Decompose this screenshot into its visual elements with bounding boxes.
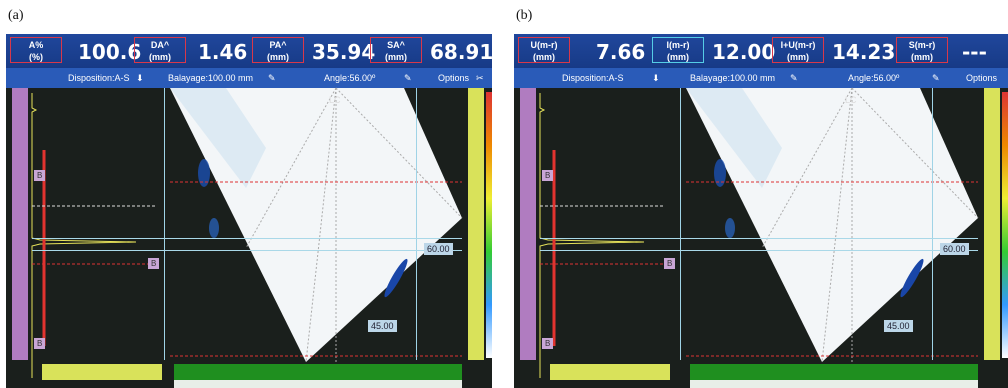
color-palette-bar (1002, 92, 1008, 358)
index-ruler-bottom[interactable] (690, 364, 978, 380)
disposition-selector[interactable]: Disposition:A-S (68, 73, 130, 83)
depth-tag-45: 45.00 (884, 320, 913, 332)
ultrasonic-screen-a: A% (%) 100.6 DA^ (mm) 1.46 PA^ (mm) 35.94 S… (6, 34, 492, 388)
readout-box-da[interactable]: DA^ (mm) (134, 37, 186, 63)
gate-tag-mid[interactable]: B (664, 258, 676, 269)
options-button[interactable]: Options (438, 73, 470, 83)
amplitude-ruler-bottom[interactable] (42, 364, 162, 380)
cursor-horizontal-1[interactable] (32, 238, 462, 239)
toolbar: Disposition:A-S ⬇ Balayage:100.00 mm ✎ A… (514, 68, 1008, 88)
gate-tag-low[interactable]: B (542, 338, 554, 349)
cursor-vertical-1[interactable] (680, 88, 681, 360)
lc-label: LC (845, 95, 857, 105)
readout-value-pa: 35.94 (312, 40, 376, 64)
depth-ruler-left[interactable] (12, 88, 28, 360)
index-scale-strip (174, 380, 462, 388)
disposition-arrow-icon[interactable]: ⬇ (652, 73, 660, 83)
readout-box-u[interactable]: U(m-r) (mm) (518, 37, 570, 63)
index-scale-strip (690, 380, 978, 388)
balayage-edit-pencil-icon[interactable]: ✎ (790, 73, 798, 83)
options-wrench-icon[interactable]: ✂ (476, 73, 484, 83)
balayage-field[interactable]: Balayage:100.00 mm (690, 73, 776, 83)
readout-value-amplitude: 100.6 (78, 40, 142, 64)
angle-edit-pencil-icon[interactable]: ✎ (932, 73, 940, 83)
readout-header: A% (%) 100.6 DA^ (mm) 1.46 PA^ (mm) 35.94 S… (6, 34, 492, 68)
ascan-and-sector (539, 87, 979, 378)
panel-label-a: (a) (8, 8, 24, 23)
gate-tag-mid[interactable]: B (148, 258, 160, 269)
amplitude-ruler-bottom[interactable] (550, 364, 670, 380)
disposition-selector[interactable]: Disposition:A-S (562, 73, 624, 83)
depth-tag-60: 60.00 (940, 243, 969, 255)
ultrasonic-screen-b: U(m-r) (mm) 7.66 I(m-r) (mm) 12.00 I+U(m-r… (514, 34, 1008, 388)
toolbar: Disposition:A-S ⬇ Balayage:100.00 mm ✎ A… (6, 68, 492, 88)
cursor-vertical-2[interactable] (932, 88, 933, 360)
disposition-arrow-icon[interactable]: ⬇ (136, 73, 144, 83)
depth-tag-45: 45.00 (368, 320, 397, 332)
readout-box-i[interactable]: I(m-r) (mm) (652, 37, 704, 63)
scan-view: LC 60.00 45.00 B B B (6, 87, 492, 388)
cursor-horizontal-1[interactable] (540, 238, 978, 239)
balayage-field[interactable]: Balayage:100.00 mm (168, 73, 254, 83)
ascan-and-sector (31, 87, 463, 378)
index-ruler-bottom[interactable] (174, 364, 462, 380)
readout-box-pa[interactable]: PA^ (mm) (252, 37, 304, 63)
cursor-vertical-1[interactable] (164, 88, 165, 360)
angle-edit-pencil-icon[interactable]: ✎ (404, 73, 412, 83)
readout-box-iu[interactable]: I+U(m-r) (mm) (772, 37, 824, 63)
gate-tag-left[interactable]: B (34, 170, 46, 181)
depth-tag-60: 60.00 (424, 243, 453, 255)
readout-box-sa[interactable]: SA^ (mm) (370, 37, 422, 63)
gate-tag-low[interactable]: B (34, 338, 46, 349)
scan-view: LC 60.00 45.00 B B B (514, 87, 1008, 388)
readout-value-da: 1.46 (198, 40, 248, 64)
color-palette-bar (486, 92, 492, 358)
readout-header: U(m-r) (mm) 7.66 I(m-r) (mm) 12.00 I+U(m-r… (514, 34, 1008, 68)
cursor-vertical-2[interactable] (416, 88, 417, 360)
angle-field[interactable]: Angle:56.00º (324, 73, 376, 83)
options-button[interactable]: Options (966, 73, 998, 83)
depth-ruler-right[interactable] (984, 88, 1000, 360)
depth-ruler-left[interactable] (520, 88, 536, 360)
readout-box-amplitude[interactable]: A% (%) (10, 37, 62, 63)
cursor-horizontal-2[interactable] (540, 250, 978, 251)
lc-label: LC (329, 95, 341, 105)
balayage-edit-pencil-icon[interactable]: ✎ (268, 73, 276, 83)
depth-ruler-right[interactable] (468, 88, 484, 360)
readout-value-s: --- (962, 40, 987, 64)
panel-label-b: (b) (516, 8, 533, 23)
angle-field[interactable]: Angle:56.00º (848, 73, 900, 83)
readout-box-s[interactable]: S(m-r) (mm) (896, 37, 948, 63)
gate-tag-left[interactable]: B (542, 170, 554, 181)
readout-value-u: 7.66 (596, 40, 646, 64)
readout-value-iu: 14.23 (832, 40, 896, 64)
readout-value-sa: 68.91 (430, 40, 492, 64)
cursor-horizontal-2[interactable] (32, 250, 462, 251)
readout-value-i: 12.00 (712, 40, 776, 64)
